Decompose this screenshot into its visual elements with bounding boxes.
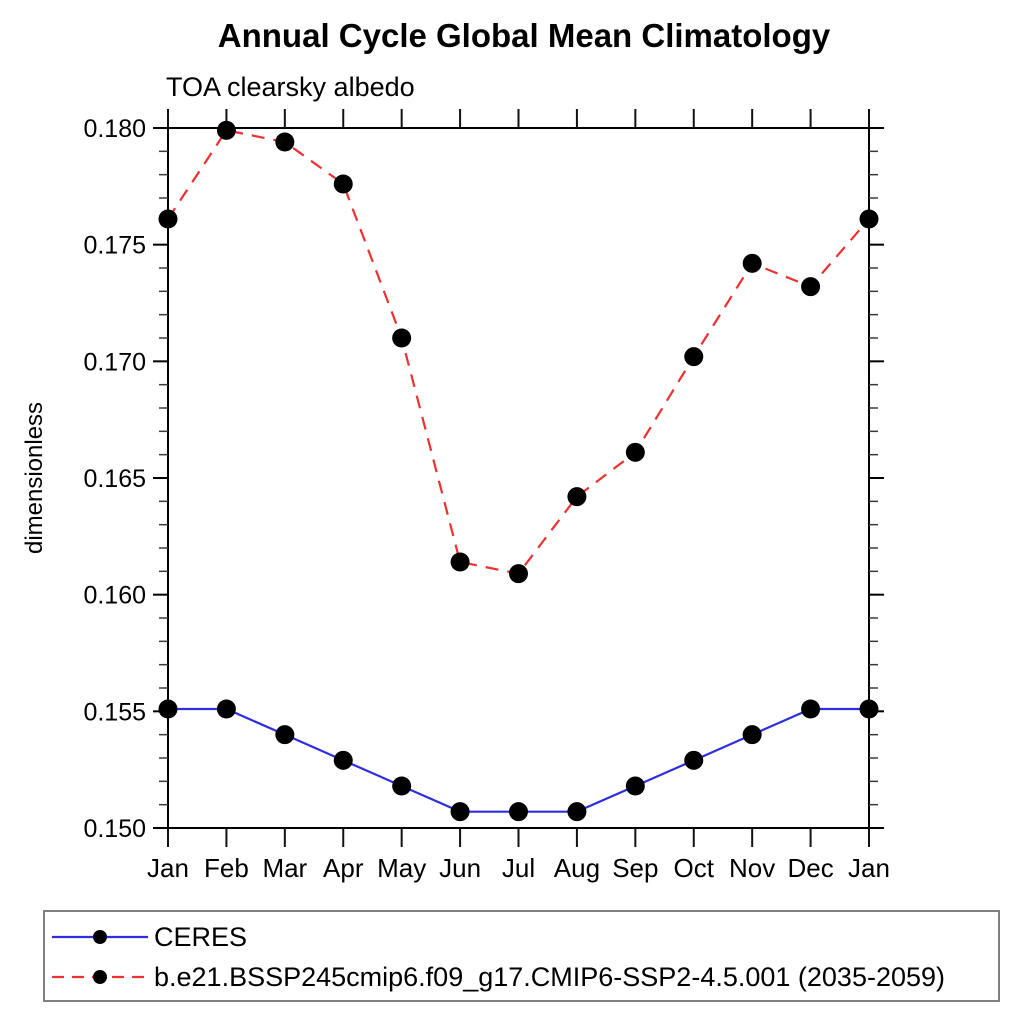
x-tick-label: Jan: [848, 853, 890, 883]
data-point: [216, 120, 236, 140]
x-tick-label: Dec: [787, 853, 833, 883]
x-tick-label: Mar: [262, 853, 307, 883]
data-point: [625, 442, 645, 462]
x-tick-label: Sep: [612, 853, 658, 883]
data-point: [450, 802, 470, 822]
x-tick-label: Jun: [439, 853, 481, 883]
y-axis-label: dimensionless: [21, 402, 48, 554]
data-point: [567, 802, 587, 822]
series-line-1: [167, 129, 870, 575]
legend-marker-dot: [93, 970, 107, 984]
axis-frame: [167, 127, 870, 829]
x-tick-label: Apr: [323, 853, 364, 883]
x-tick-label: May: [377, 853, 426, 883]
data-point: [625, 776, 645, 796]
data-point: [509, 564, 528, 584]
data-point: [216, 699, 236, 719]
y-tick-label: 0.165: [83, 465, 146, 493]
y-tick-label: 0.170: [83, 348, 146, 376]
data-point: [158, 209, 178, 229]
x-tick-label: Oct: [674, 853, 715, 883]
legend-line-sample: [52, 930, 148, 944]
plot-area: 0.150 0.155 0.160 0.165 0.170 0.175 0.180 Jan Fe…: [21, 109, 890, 883]
y-tick-label: 0.150: [83, 815, 146, 843]
data-point: [392, 776, 412, 796]
legend-item-1: b.e21.BSSP245cmip6.f09_g17.CMIP6-SSP2-4.…: [50, 957, 998, 997]
data-point: [275, 132, 295, 152]
legend-item-0: CERES: [50, 917, 998, 957]
data-point: [509, 802, 528, 822]
x-tick-label: Nov: [729, 853, 775, 883]
series-line-0: [168, 707, 869, 813]
x-tick-label: Jan: [147, 853, 189, 883]
x-tick-label: Feb: [204, 853, 249, 883]
data-point: [684, 750, 704, 770]
y-tick-label: 0.175: [83, 232, 146, 260]
data-point: [567, 487, 587, 507]
data-point: [392, 328, 412, 348]
data-point: [742, 725, 762, 745]
legend-label: b.e21.BSSP245cmip6.f09_g17.CMIP6-SSP2-4.…: [154, 961, 946, 992]
data-point: [684, 347, 704, 367]
data-point: [333, 174, 353, 194]
chart-title: Annual Cycle Global Mean Climatology: [217, 17, 831, 54]
data-point: [450, 552, 470, 572]
data-point: [859, 209, 879, 229]
x-tick-label: Jul: [502, 853, 535, 883]
y-tick-label: 0.160: [83, 582, 146, 610]
y-tick-label: 0.155: [83, 698, 146, 726]
legend-line-sample: [52, 970, 148, 984]
y-tick-label: 0.180: [83, 115, 146, 143]
legend-label: CERES: [154, 921, 248, 952]
data-point: [275, 725, 295, 745]
chart-subtitle: TOA clearsky albedo: [166, 72, 415, 102]
data-point: [859, 699, 879, 719]
data-point: [333, 750, 353, 770]
x-tick-label: Aug: [554, 853, 600, 883]
data-point: [158, 699, 178, 719]
legend-marker-dot: [93, 930, 107, 944]
legend: CERES b.e21.BSSP245cmip6.f09_g17.CMIP6-SS…: [43, 910, 1000, 1002]
data-point: [742, 253, 762, 273]
data-point: [801, 277, 821, 297]
data-point: [801, 699, 821, 719]
